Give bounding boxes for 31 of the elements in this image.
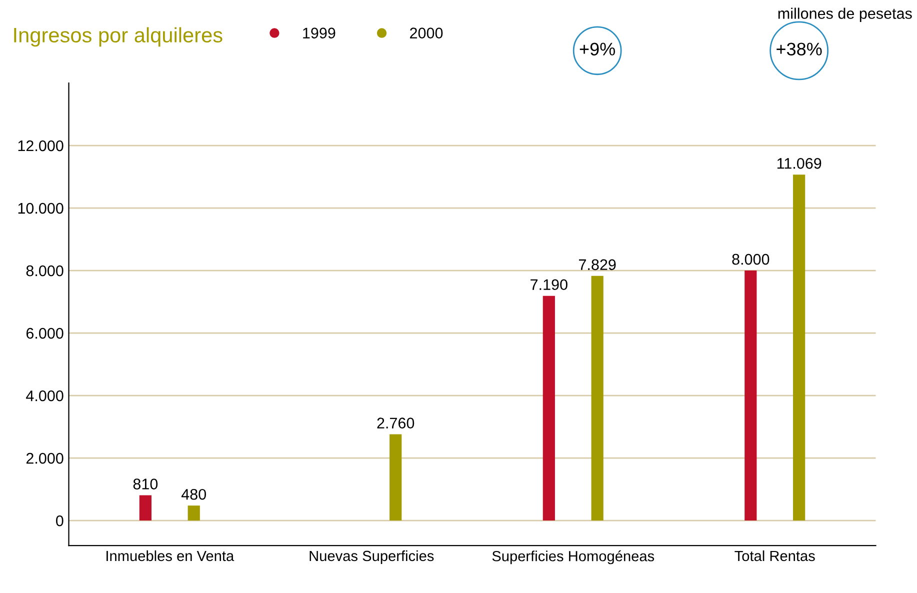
x-tick-label: Total Rentas	[734, 550, 815, 562]
bar	[390, 434, 402, 521]
data-label: 2.760	[377, 418, 414, 429]
data-label: 7.829	[579, 259, 616, 270]
bar	[591, 276, 604, 521]
y-tick-label: 2.000	[26, 452, 64, 464]
x-tick-label: Inmuebles en Venta	[106, 550, 234, 562]
bar	[188, 506, 200, 521]
y-tick-label: 12.000	[18, 140, 64, 152]
data-label: 480	[181, 488, 206, 500]
y-tick-label: 10.000	[18, 202, 64, 214]
x-tick-label: Nuevas Superficies	[310, 550, 434, 564]
bar	[139, 495, 152, 521]
y-tick-label: 6.000	[26, 328, 64, 339]
bar	[793, 174, 806, 521]
y-tick-label: 0	[56, 515, 64, 526]
bar	[542, 296, 555, 521]
y-tick-label: 4.000	[26, 390, 64, 402]
data-label: 11.069	[777, 158, 822, 169]
x-tick-label: Superficies Homogéneas	[492, 550, 654, 564]
bar	[744, 270, 757, 521]
legend-label: 2000	[410, 28, 443, 38]
data-label: 8.000	[732, 254, 770, 265]
legend-label: 1999	[303, 28, 336, 38]
text: +38%	[776, 42, 822, 56]
y-tick-label: 8.000	[26, 265, 64, 276]
data-label: 7.190	[530, 279, 568, 290]
text: millones de pesetas	[778, 8, 912, 22]
text: +9%	[580, 42, 616, 56]
data-label: 810	[133, 478, 158, 490]
chart-title: Ingresos por alquileres	[14, 27, 222, 47]
